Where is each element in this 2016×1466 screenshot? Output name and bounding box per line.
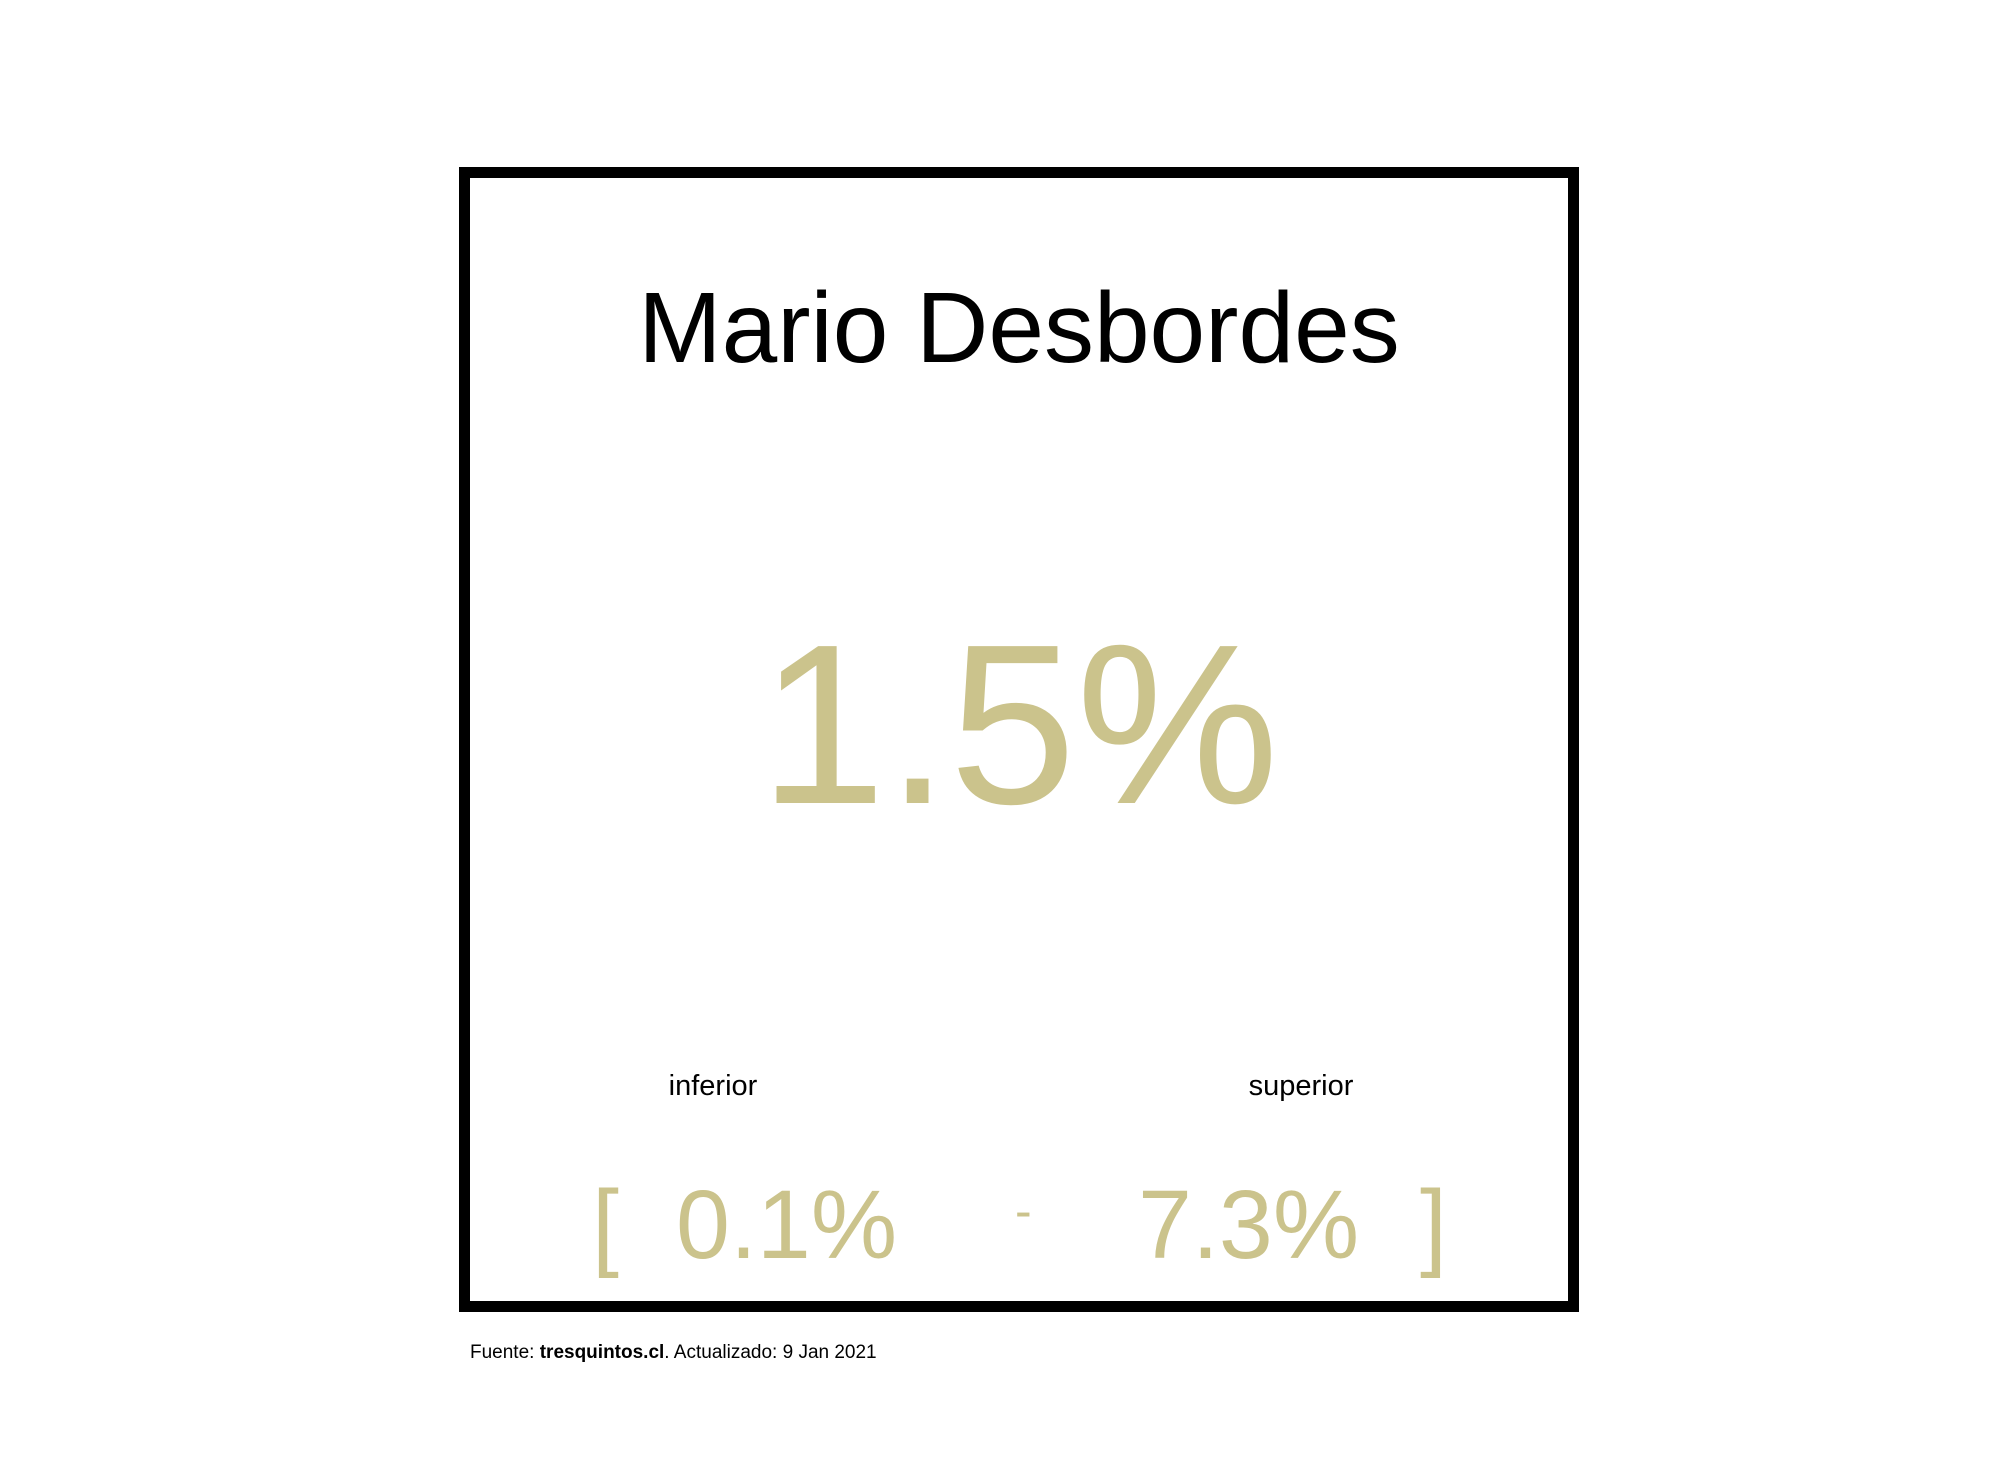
- interval-separator: -: [1015, 1183, 1032, 1239]
- updated-date: . Actualizado: 9 Jan 2021: [664, 1342, 877, 1363]
- estimate-card: Mario Desbordes 1.5% inferior superior […: [459, 167, 1579, 1312]
- upper-bound-value: 7.3%: [1138, 1170, 1360, 1279]
- source-name: tresquintos.cl: [539, 1342, 665, 1363]
- interval-open-bracket: [: [592, 1170, 619, 1279]
- interval-close-bracket: ]: [1420, 1170, 1447, 1279]
- estimate-value: 1.5%: [759, 598, 1279, 852]
- source-prefix: Fuente:: [470, 1342, 540, 1363]
- lower-bound-value: 0.1%: [676, 1170, 898, 1279]
- lower-bound-label: inferior: [668, 1070, 758, 1102]
- candidate-name: Mario Desbordes: [638, 272, 1400, 384]
- upper-bound-label: superior: [1248, 1070, 1354, 1102]
- source-footer: Fuente: tresquintos.cl. Actualizado: 9 J…: [470, 1343, 877, 1362]
